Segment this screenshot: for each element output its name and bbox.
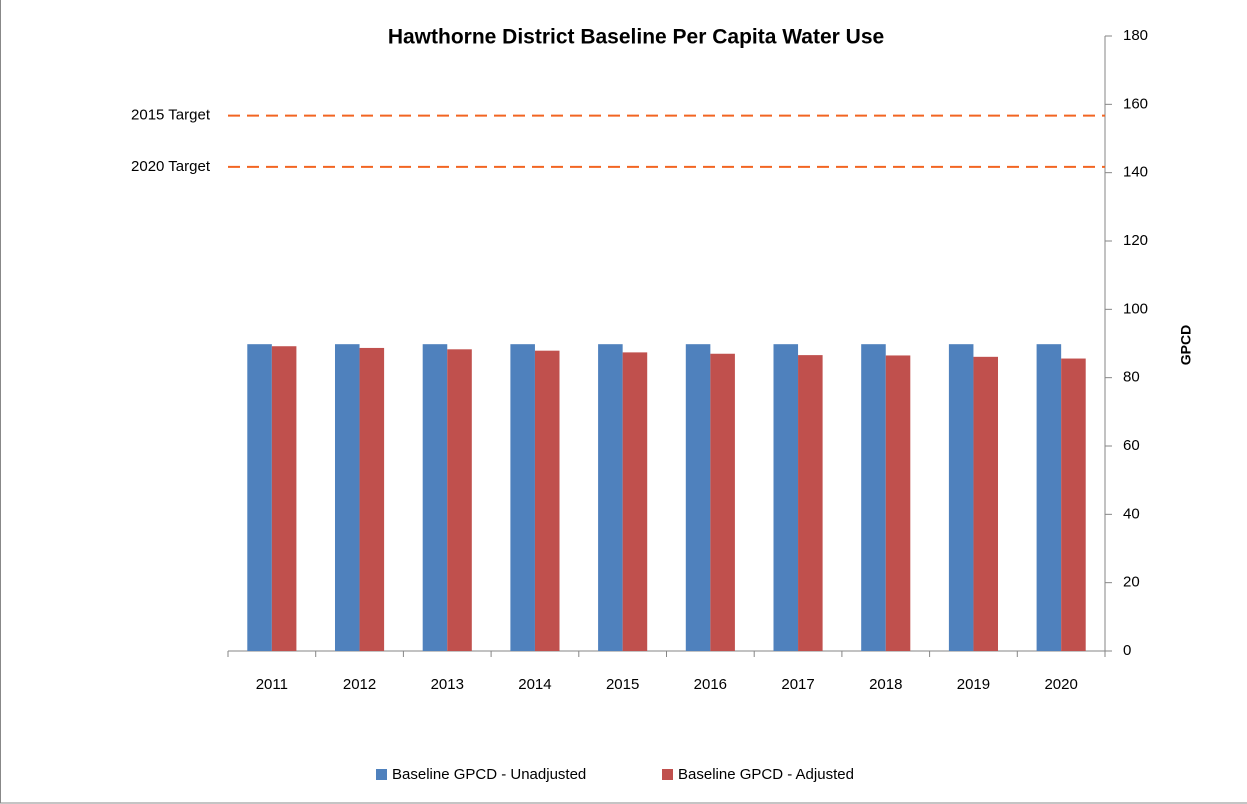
x-tick-label: 2019 <box>957 676 990 693</box>
legend-swatch <box>376 769 387 780</box>
y-axis-title: GPCD <box>1178 325 1194 365</box>
bar <box>271 346 297 651</box>
target-label: 2020 Target <box>131 158 211 175</box>
bar <box>334 344 360 651</box>
bar <box>710 353 735 651</box>
bar <box>885 355 911 651</box>
bar <box>1061 358 1086 651</box>
legend-label: Baseline GPCD - Adjusted <box>678 766 854 783</box>
bar <box>247 344 272 651</box>
y-tick-label: 120 <box>1123 232 1148 249</box>
bar <box>948 344 974 651</box>
y-tick-label: 160 <box>1123 95 1148 112</box>
bar <box>359 347 385 651</box>
y-tick-label: 80 <box>1123 369 1140 386</box>
y-tick-label: 140 <box>1123 164 1148 181</box>
y-tick-label: 20 <box>1123 574 1140 591</box>
target-label: 2015 Target <box>131 107 211 124</box>
bar <box>1036 344 1062 651</box>
bar <box>861 344 886 651</box>
y-tick-label: 60 <box>1123 437 1140 454</box>
bar <box>973 356 999 651</box>
bar <box>798 355 823 651</box>
x-tick-label: 2012 <box>343 676 376 693</box>
x-tick-label: 2018 <box>869 676 902 693</box>
chart-title: Hawthorne District Baseline Per Capita W… <box>388 26 884 49</box>
bar <box>510 344 535 651</box>
y-tick-label: 100 <box>1123 300 1148 317</box>
bar <box>422 344 448 651</box>
bar <box>598 344 623 651</box>
bar <box>447 349 472 651</box>
bar <box>773 344 799 651</box>
bar <box>685 344 711 651</box>
legend-swatch <box>662 769 673 780</box>
x-tick-label: 2011 <box>256 676 288 693</box>
x-tick-label: 2013 <box>431 676 464 693</box>
x-tick-label: 2017 <box>781 676 814 693</box>
y-tick-label: 0 <box>1123 642 1131 659</box>
bar <box>622 352 648 651</box>
x-tick-label: 2014 <box>518 676 551 693</box>
x-tick-label: 2020 <box>1044 676 1077 693</box>
x-tick-label: 2015 <box>606 676 639 693</box>
legend-label: Baseline GPCD - Unadjusted <box>392 766 586 783</box>
y-tick-label: 180 <box>1123 27 1148 44</box>
x-tick-label: 2016 <box>694 676 727 693</box>
y-tick-label: 40 <box>1123 505 1140 522</box>
bar <box>534 350 560 651</box>
